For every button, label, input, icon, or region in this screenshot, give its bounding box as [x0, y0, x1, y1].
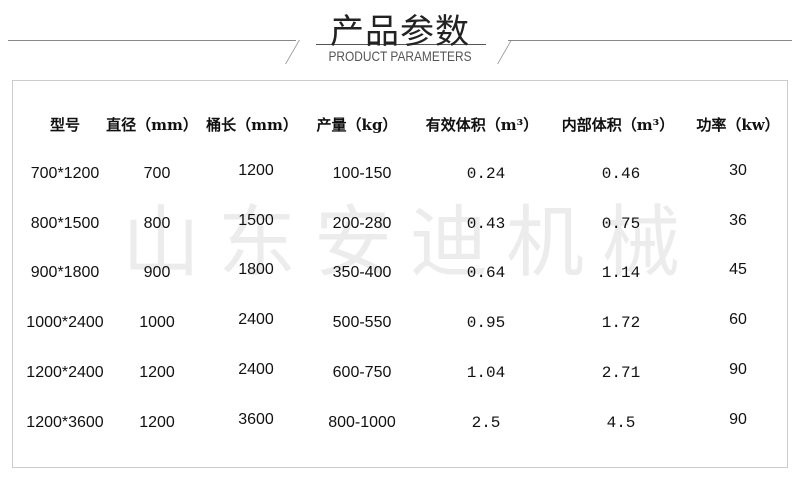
table-cell: 100-150: [332, 165, 392, 182]
table-cell: 700: [143, 165, 171, 182]
table-cell: 500-550: [332, 314, 392, 331]
table-cell: 350-400: [332, 264, 392, 281]
watermark: 山东安迪机械: [121, 198, 698, 288]
table-cell: 90: [729, 361, 747, 378]
divider-left: [8, 40, 296, 41]
table-cell: 200-280: [332, 215, 392, 232]
page-title: 产品参数: [330, 12, 470, 52]
table-cell: 1200: [238, 162, 274, 179]
table-cell: 900: [143, 264, 171, 281]
table-cell: 800*1500: [30, 215, 100, 232]
table-cell: 0.95: [466, 314, 506, 332]
table-cell: 1000: [139, 314, 175, 331]
table-cell: 1500: [238, 212, 274, 229]
table-cell: 1800: [238, 261, 274, 278]
table-cell: 2.71: [601, 364, 641, 382]
table-cell: 0.24: [466, 165, 506, 183]
table-cell: 0.43: [466, 215, 506, 233]
table-cell: 0.75: [601, 215, 641, 233]
parameter-table: [12, 80, 788, 468]
column-header: 直径（mm）: [106, 116, 198, 134]
table-cell: 600-750: [332, 364, 392, 381]
table-cell: 1.04: [466, 364, 506, 382]
table-cell: 36: [729, 212, 747, 229]
table-cell: 1.14: [601, 264, 641, 282]
page-subtitle: PRODUCT PARAMETERS: [328, 48, 472, 64]
table-cell: 1200*3600: [26, 414, 104, 431]
table-cell: 60: [729, 311, 747, 328]
column-header: 桶长（mm）: [206, 116, 298, 134]
table-cell: 90: [729, 411, 747, 428]
table-cell: 1200*2400: [26, 364, 104, 381]
divider-right: [508, 40, 792, 41]
table-cell: 2400: [238, 361, 274, 378]
column-header: 产量（kg）: [316, 116, 398, 134]
table-cell: 900*1800: [30, 264, 100, 281]
table-cell: 1200: [139, 364, 175, 381]
table-cell: 1.72: [601, 314, 641, 332]
table-cell: 1200: [139, 414, 175, 431]
table-cell: 700*1200: [30, 165, 100, 182]
column-header: 功率（kw）: [696, 116, 780, 134]
table-cell: 0.64: [466, 264, 506, 282]
table-cell: 4.5: [606, 414, 636, 432]
table-cell: 800: [143, 215, 171, 232]
table-cell: 2400: [238, 311, 274, 328]
title-underline: [316, 44, 486, 45]
column-header: 有效体积（m³）: [425, 116, 539, 134]
table-cell: 2.5: [471, 414, 501, 432]
table-cell: 0.46: [601, 165, 641, 183]
column-header: 型号: [49, 116, 81, 134]
table-cell: 30: [729, 162, 747, 179]
column-header: 内部体积（m³）: [561, 116, 675, 134]
table-cell: 45: [729, 261, 747, 278]
table-cell: 1000*2400: [26, 314, 104, 331]
table-cell: 3600: [238, 411, 274, 428]
table-cell: 800-1000: [328, 414, 396, 431]
